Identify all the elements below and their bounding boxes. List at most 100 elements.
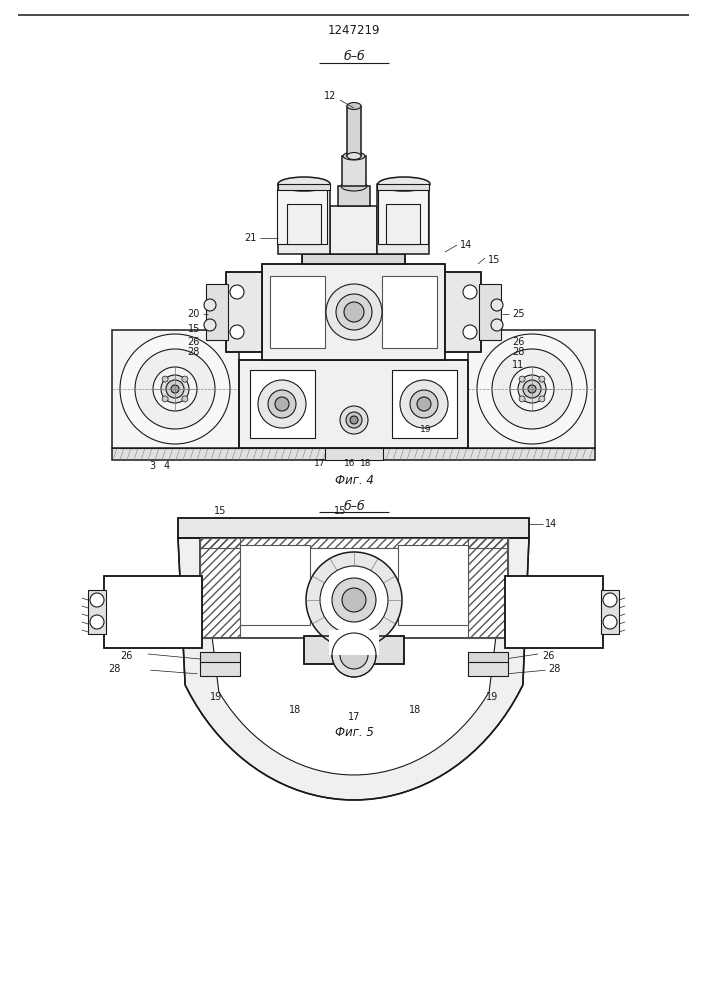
Bar <box>398 545 468 625</box>
Ellipse shape <box>347 152 361 159</box>
Circle shape <box>528 385 536 393</box>
Bar <box>262 264 445 360</box>
Bar <box>330 206 377 254</box>
Circle shape <box>275 397 289 411</box>
Text: 15: 15 <box>488 255 501 265</box>
Bar <box>200 538 240 638</box>
Bar <box>239 360 468 448</box>
Circle shape <box>342 588 366 612</box>
Circle shape <box>332 633 376 677</box>
Text: 26: 26 <box>512 337 525 347</box>
Bar <box>377 184 429 254</box>
Bar <box>104 576 202 648</box>
Bar <box>206 284 228 340</box>
Bar <box>304 636 404 664</box>
Text: 15: 15 <box>187 324 200 334</box>
Circle shape <box>477 334 587 444</box>
Circle shape <box>120 334 230 444</box>
Bar <box>178 518 529 538</box>
Circle shape <box>326 284 382 340</box>
Text: 11: 11 <box>512 360 525 370</box>
Text: 4: 4 <box>164 461 170 471</box>
Circle shape <box>519 376 525 382</box>
Text: 14: 14 <box>545 519 557 529</box>
Text: Фиг. 4: Фиг. 4 <box>334 474 373 487</box>
Bar <box>468 330 595 448</box>
Text: 28: 28 <box>548 664 561 674</box>
Bar <box>386 204 420 244</box>
Text: 3: 3 <box>149 461 155 471</box>
Bar <box>468 652 508 664</box>
Circle shape <box>153 367 197 411</box>
Text: 26: 26 <box>542 651 554 661</box>
Text: 19: 19 <box>420 426 431 434</box>
Bar <box>112 330 239 448</box>
Bar <box>277 189 327 244</box>
Text: 26: 26 <box>187 337 200 347</box>
Circle shape <box>166 380 184 398</box>
Bar <box>302 254 405 264</box>
Polygon shape <box>178 538 529 800</box>
Circle shape <box>417 397 431 411</box>
Bar <box>505 576 603 648</box>
Bar <box>392 370 457 438</box>
Ellipse shape <box>341 181 367 191</box>
Bar <box>505 576 603 648</box>
Circle shape <box>306 552 402 648</box>
Bar <box>601 590 619 634</box>
Bar <box>445 272 481 352</box>
Circle shape <box>491 319 503 331</box>
Circle shape <box>204 319 216 331</box>
Text: 16: 16 <box>344 460 356 468</box>
Circle shape <box>336 294 372 330</box>
Text: Фиг. 5: Фиг. 5 <box>334 726 373 738</box>
Bar <box>112 448 595 460</box>
Circle shape <box>204 299 216 311</box>
Circle shape <box>340 406 368 434</box>
Text: 19: 19 <box>210 692 222 702</box>
Circle shape <box>492 349 572 429</box>
Bar <box>250 370 315 438</box>
Circle shape <box>350 416 358 424</box>
Circle shape <box>510 367 554 411</box>
Bar <box>287 204 321 244</box>
Text: б–б: б–б <box>343 50 365 64</box>
Text: 12: 12 <box>324 91 337 101</box>
Text: 17: 17 <box>348 712 360 722</box>
Circle shape <box>400 380 448 428</box>
Bar <box>329 630 379 655</box>
Text: 1247219: 1247219 <box>328 23 380 36</box>
Circle shape <box>519 396 525 402</box>
Bar <box>200 662 240 676</box>
Circle shape <box>171 385 179 393</box>
Bar <box>120 438 587 448</box>
Circle shape <box>90 593 104 607</box>
Circle shape <box>539 396 545 402</box>
Bar <box>325 448 383 460</box>
Circle shape <box>161 375 189 403</box>
Bar <box>278 184 330 254</box>
Circle shape <box>135 349 215 429</box>
Text: 15: 15 <box>334 506 346 516</box>
Circle shape <box>491 299 503 311</box>
Text: 14: 14 <box>460 240 472 250</box>
Circle shape <box>162 376 168 382</box>
Polygon shape <box>200 538 508 775</box>
Ellipse shape <box>378 177 430 191</box>
Ellipse shape <box>343 152 365 160</box>
Circle shape <box>463 285 477 299</box>
Text: 17: 17 <box>314 460 326 468</box>
Bar <box>338 186 370 206</box>
Circle shape <box>410 390 438 418</box>
Bar <box>200 652 240 664</box>
Bar <box>302 254 405 264</box>
Bar <box>226 272 262 352</box>
Text: 18: 18 <box>361 460 372 468</box>
Bar <box>347 106 361 156</box>
Text: 21: 21 <box>245 233 257 243</box>
Bar <box>88 590 106 634</box>
Circle shape <box>603 593 617 607</box>
Bar <box>200 538 508 638</box>
Bar <box>445 272 481 352</box>
Text: 25: 25 <box>512 309 525 319</box>
